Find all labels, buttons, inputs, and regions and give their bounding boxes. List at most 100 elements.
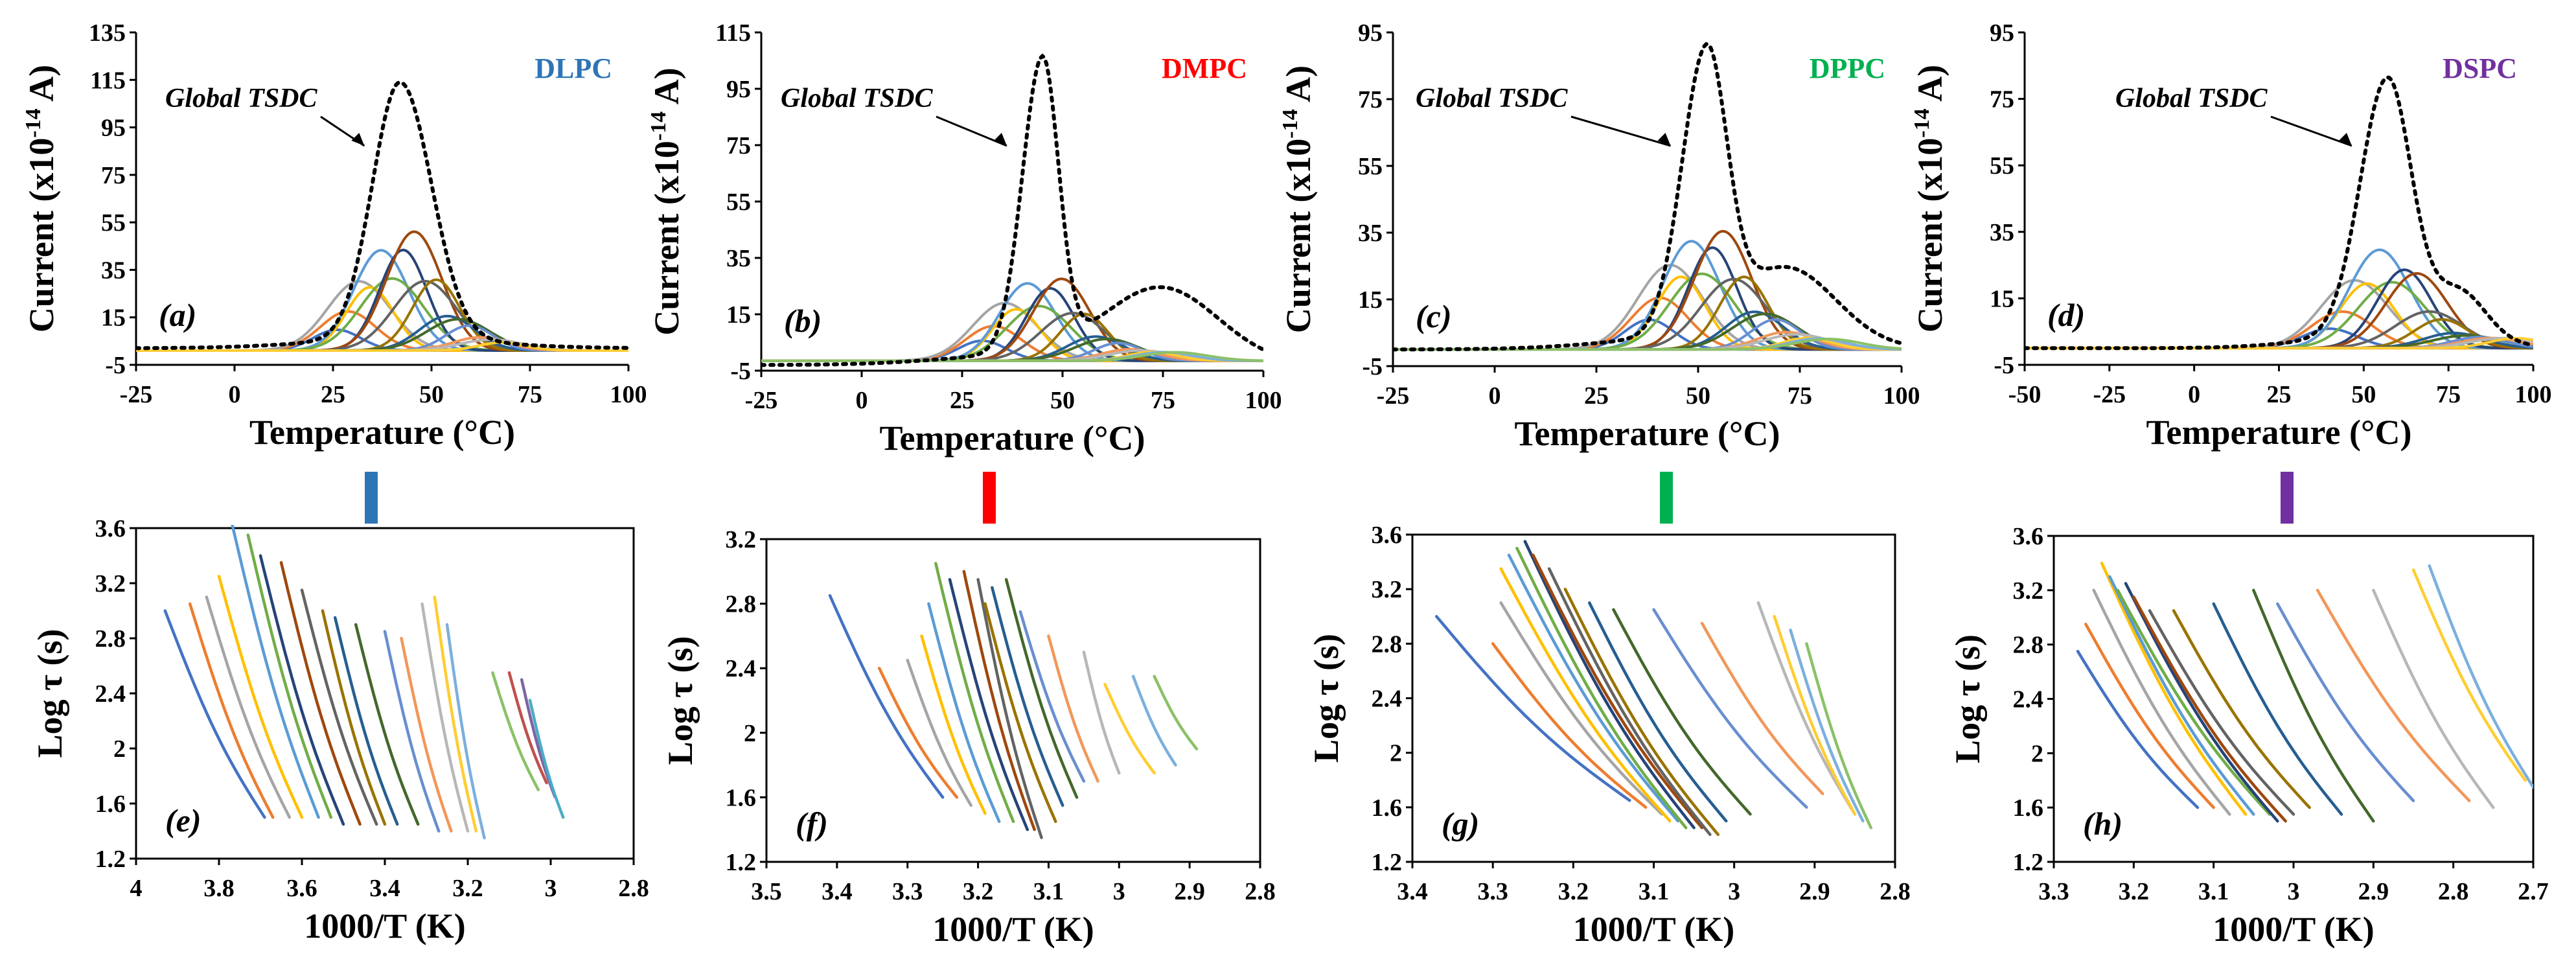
relaxation-time-line bbox=[1523, 540, 1696, 829]
panel-label: (f) bbox=[796, 805, 828, 842]
relaxation-time-line bbox=[420, 602, 470, 833]
relaxation-time-line bbox=[491, 671, 540, 792]
x-tick-label: 50 bbox=[419, 381, 444, 408]
x-tick-label: 3.3 bbox=[892, 878, 923, 905]
relaxation-time-line bbox=[1563, 587, 1720, 837]
x-tick-label: 50 bbox=[1050, 387, 1075, 414]
y-tick-label: 3.6 bbox=[2013, 523, 2044, 550]
plot-area bbox=[828, 562, 1199, 839]
y-axis-title-exponent: -14 bbox=[647, 111, 671, 141]
relaxation-time-line bbox=[2372, 588, 2495, 809]
x-tick-label: 100 bbox=[1245, 387, 1282, 414]
global-tsdc-curve bbox=[1393, 42, 1902, 352]
relaxation-time-line bbox=[279, 561, 362, 826]
relaxation-time-line bbox=[2411, 568, 2527, 782]
relaxation-time-line bbox=[300, 588, 378, 826]
y-tick-label: -5 bbox=[105, 352, 126, 379]
relaxation-time-line bbox=[1499, 567, 1672, 823]
y-tick-label: 1.2 bbox=[1372, 849, 1403, 876]
y-tick-label: 3.2 bbox=[1372, 576, 1403, 603]
x-tick-label: 3.1 bbox=[1639, 878, 1670, 905]
relaxation-time-line bbox=[1652, 608, 1808, 809]
relaxation-time-line bbox=[1434, 615, 1631, 802]
panel-label: (c) bbox=[1416, 298, 1452, 334]
y-axis-title: Log τ (s) bbox=[661, 636, 700, 765]
plot-area bbox=[761, 53, 1263, 367]
y-axis-title: Current (x10-14 A) bbox=[647, 67, 686, 335]
x-tick-label: 100 bbox=[1883, 382, 1920, 410]
relaxation-time-line bbox=[433, 596, 478, 833]
x-tick-label: 0 bbox=[229, 381, 241, 408]
x-tick-label: 2.8 bbox=[2438, 878, 2469, 905]
relaxation-time-line bbox=[1515, 546, 1688, 829]
relaxation-time-line bbox=[2124, 582, 2279, 823]
y-tick-label: 3.6 bbox=[1372, 522, 1403, 549]
relaxation-time-line bbox=[2084, 622, 2215, 809]
relaxation-time-line bbox=[1756, 601, 1857, 816]
y-tick-label: 75 bbox=[726, 132, 751, 159]
y-tick-label: 1.2 bbox=[2013, 849, 2044, 876]
y-tick-label: 1.6 bbox=[2013, 794, 2044, 822]
y-tick-label: 75 bbox=[101, 162, 126, 189]
x-tick-label: 2.8 bbox=[1880, 878, 1911, 905]
x-tick-label: 3.2 bbox=[452, 875, 483, 902]
relaxation-time-line bbox=[333, 616, 399, 826]
y-tick-label: 55 bbox=[101, 209, 126, 237]
y-tick-label: 1.6 bbox=[95, 791, 126, 818]
y-tick-label: 1.6 bbox=[726, 784, 757, 811]
x-tick-label: 3.4 bbox=[369, 875, 400, 902]
relaxation-time-line bbox=[2116, 588, 2271, 816]
panel-label: (g) bbox=[1442, 805, 1479, 842]
relaxation-time-line bbox=[983, 602, 1057, 824]
relaxation-time-line bbox=[1047, 634, 1099, 783]
x-axis-title: 1000/T (K) bbox=[2213, 910, 2375, 949]
global-tsdc-curve bbox=[761, 53, 1263, 367]
y-axis-title-part: A) bbox=[647, 67, 686, 111]
panel-label: (d) bbox=[2047, 297, 2085, 333]
x-tick-label: 2.8 bbox=[1245, 878, 1276, 905]
relaxation-time-line bbox=[1773, 615, 1857, 816]
y-tick-label: 95 bbox=[1358, 19, 1383, 47]
relaxation-time-line bbox=[991, 586, 1064, 807]
panel-label: (a) bbox=[159, 297, 196, 333]
relaxation-time-line bbox=[1700, 621, 1824, 796]
relaxation-time-line bbox=[2100, 561, 2248, 816]
relaxation-time-line bbox=[976, 578, 1043, 839]
x-tick-label: 4 bbox=[130, 875, 143, 902]
relaxation-time-line bbox=[528, 699, 565, 819]
y-tick-label: 115 bbox=[90, 67, 126, 94]
global-tsdc-label: Global TSDC bbox=[781, 84, 934, 113]
relaxation-time-line bbox=[1131, 675, 1177, 767]
x-tick-label: 3.4 bbox=[1397, 878, 1428, 905]
relaxation-time-line bbox=[2252, 588, 2375, 823]
relaxation-time-line bbox=[906, 658, 972, 807]
y-axis-title-part: A) bbox=[1911, 65, 1949, 109]
relaxation-time-line bbox=[2108, 575, 2255, 816]
panel-label: (e) bbox=[165, 802, 201, 839]
x-tick-label: 100 bbox=[2515, 381, 2552, 408]
lipid-label: DSPC bbox=[2443, 52, 2517, 84]
x-tick-label: 2.9 bbox=[1174, 878, 1205, 905]
relaxation-time-line bbox=[1082, 651, 1121, 775]
x-axis-title: 1000/T (K) bbox=[932, 910, 1094, 949]
connector-bar-dspc bbox=[2281, 472, 2294, 524]
relaxation-time-line bbox=[321, 609, 387, 826]
y-tick-label: 75 bbox=[1358, 86, 1383, 113]
y-axis-title: Current (x10-14 A) bbox=[1278, 65, 1318, 333]
x-tick-label: 3 bbox=[1728, 878, 1740, 905]
y-tick-label: 135 bbox=[89, 19, 126, 47]
relaxation-time-line bbox=[1789, 629, 1865, 823]
y-tick-label: -5 bbox=[1362, 353, 1383, 380]
x-tick-label: 0 bbox=[856, 387, 868, 414]
y-axis-title: Current (x10-14 A) bbox=[21, 65, 61, 332]
lipid-label: DMPC bbox=[1162, 52, 1247, 84]
panel-label: (h) bbox=[2083, 805, 2122, 842]
relaxation-time-line bbox=[1153, 675, 1199, 750]
x-tick-label: 3.3 bbox=[2038, 878, 2069, 905]
y-tick-label: 35 bbox=[1990, 219, 2014, 246]
component-peak-curve bbox=[761, 351, 1263, 362]
annotation-arrow-line bbox=[2270, 115, 2352, 147]
x-tick-label: 25 bbox=[950, 387, 974, 414]
relaxation-time-line bbox=[2316, 588, 2471, 802]
x-tick-label: 3.2 bbox=[963, 878, 994, 905]
